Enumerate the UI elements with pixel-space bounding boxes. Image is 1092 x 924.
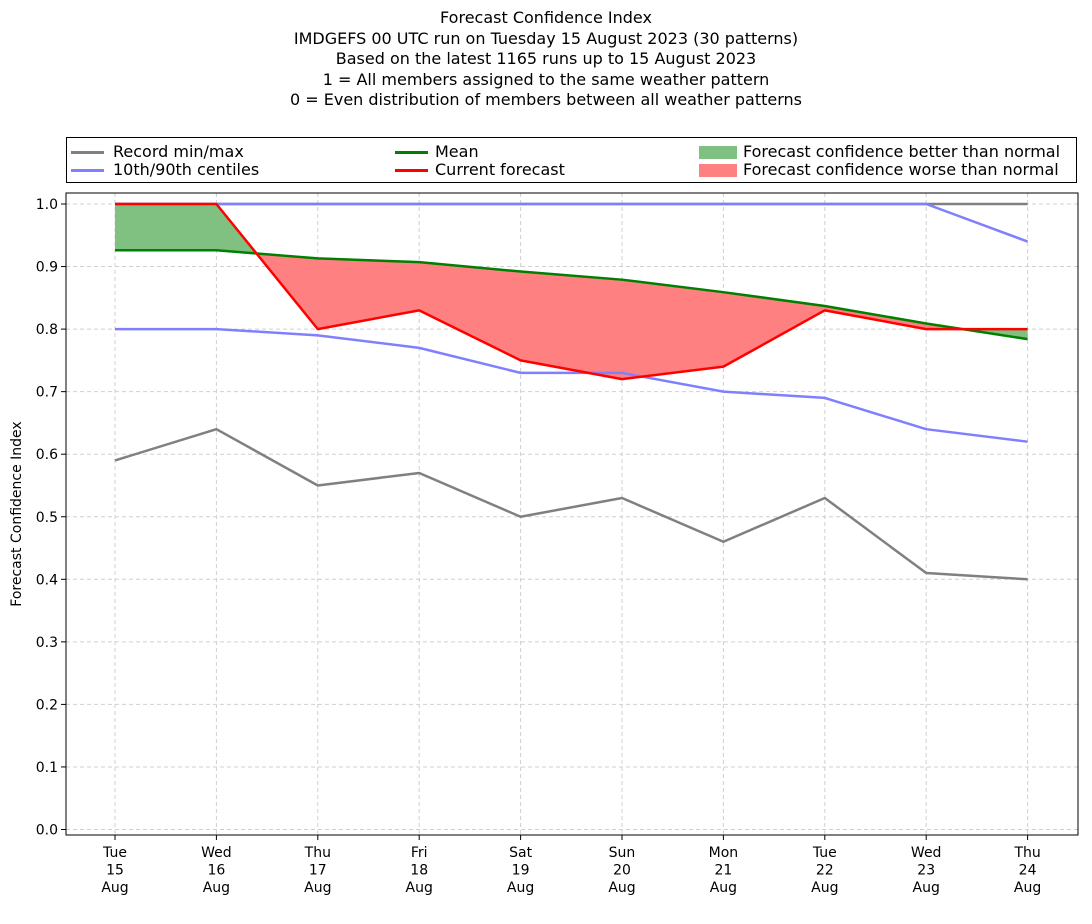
chart-title: Forecast Confidence Index IMDGEFS 00 UTC… (0, 8, 1092, 111)
series-line-record-min (114, 427, 1028, 581)
y-tick-label-8: 0.8 (36, 322, 58, 338)
title-line-5: 0 = Even distribution of members between… (289, 90, 803, 109)
legend-label-better: Forecast confidence better than normal (743, 142, 1061, 161)
title-line-3: Based on the latest 1165 runs up to 15 A… (335, 49, 757, 68)
x-tick-label-1: Wed 16 Aug (201, 845, 232, 896)
legend-label-forecast: Current forecast (435, 160, 565, 179)
x-tick-label-9: Thu 24 Aug (1013, 845, 1041, 896)
x-tick-label-7: Tue 22 Aug (811, 845, 838, 896)
fill-worse-region-1 (256, 253, 963, 380)
title-line-2: IMDGEFS 00 UTC run on Tuesday 15 August … (293, 28, 799, 48)
series-line-p90 (115, 202, 1029, 243)
fill-better-region-0 (115, 204, 257, 254)
y-tick-label-3: 0.3 (36, 635, 58, 651)
series-line-p10 (115, 327, 1028, 443)
legend-swatch-better (699, 146, 737, 159)
y-tick-label-10: 1.0 (36, 197, 58, 213)
x-tick-label-2: Thu 17 Aug (304, 845, 332, 896)
series-line-forecast (115, 202, 1028, 381)
x-tick-label-8: Wed 23 Aug (911, 845, 942, 896)
y-tick-label-2: 0.2 (36, 697, 58, 713)
y-tick-label-4: 0.4 (36, 572, 58, 588)
legend-swatch-mean (395, 151, 428, 154)
x-tick-label-4: Sat 19 Aug (507, 845, 534, 896)
x-tick-label-5: Sun 20 Aug (608, 845, 635, 896)
y-tick-label-0: 0.0 (36, 823, 58, 839)
y-tick-label-1: 0.1 (36, 760, 58, 776)
y-axis-label: Forecast Confidence Index (9, 421, 25, 606)
legend-swatch-centiles (71, 169, 104, 172)
y-tick-label-7: 0.7 (36, 385, 58, 401)
legend-label-worse: Forecast confidence worse than normal (743, 160, 1059, 179)
y-tick-label-5: 0.5 (36, 510, 58, 526)
legend-swatch-forecast (395, 169, 428, 172)
plot-frame (65, 192, 1079, 836)
legend-swatch-record (71, 151, 104, 154)
title-line-1: Forecast Confidence Index (440, 8, 652, 27)
legend-label-centiles: 10th/90th centiles (113, 160, 260, 179)
legend: Record min/max 10th/90th centiles Mean C… (66, 137, 1077, 183)
y-tick-label-6: 0.6 (36, 447, 58, 463)
y-tick-label-9: 0.9 (36, 260, 58, 276)
title-line-4: 1 = All members assigned to the same wea… (322, 69, 770, 89)
legend-swatch-worse (699, 164, 737, 177)
series-line-mean (115, 249, 1028, 341)
legend-label-record: Record min/max (113, 142, 244, 161)
x-tick-label-3: Fri 18 Aug (406, 845, 433, 896)
x-tick-label-6: Mon 21 Aug (709, 845, 739, 896)
x-tick-label-0: Tue 15 Aug (101, 845, 128, 896)
legend-label-mean: Mean (435, 142, 479, 161)
